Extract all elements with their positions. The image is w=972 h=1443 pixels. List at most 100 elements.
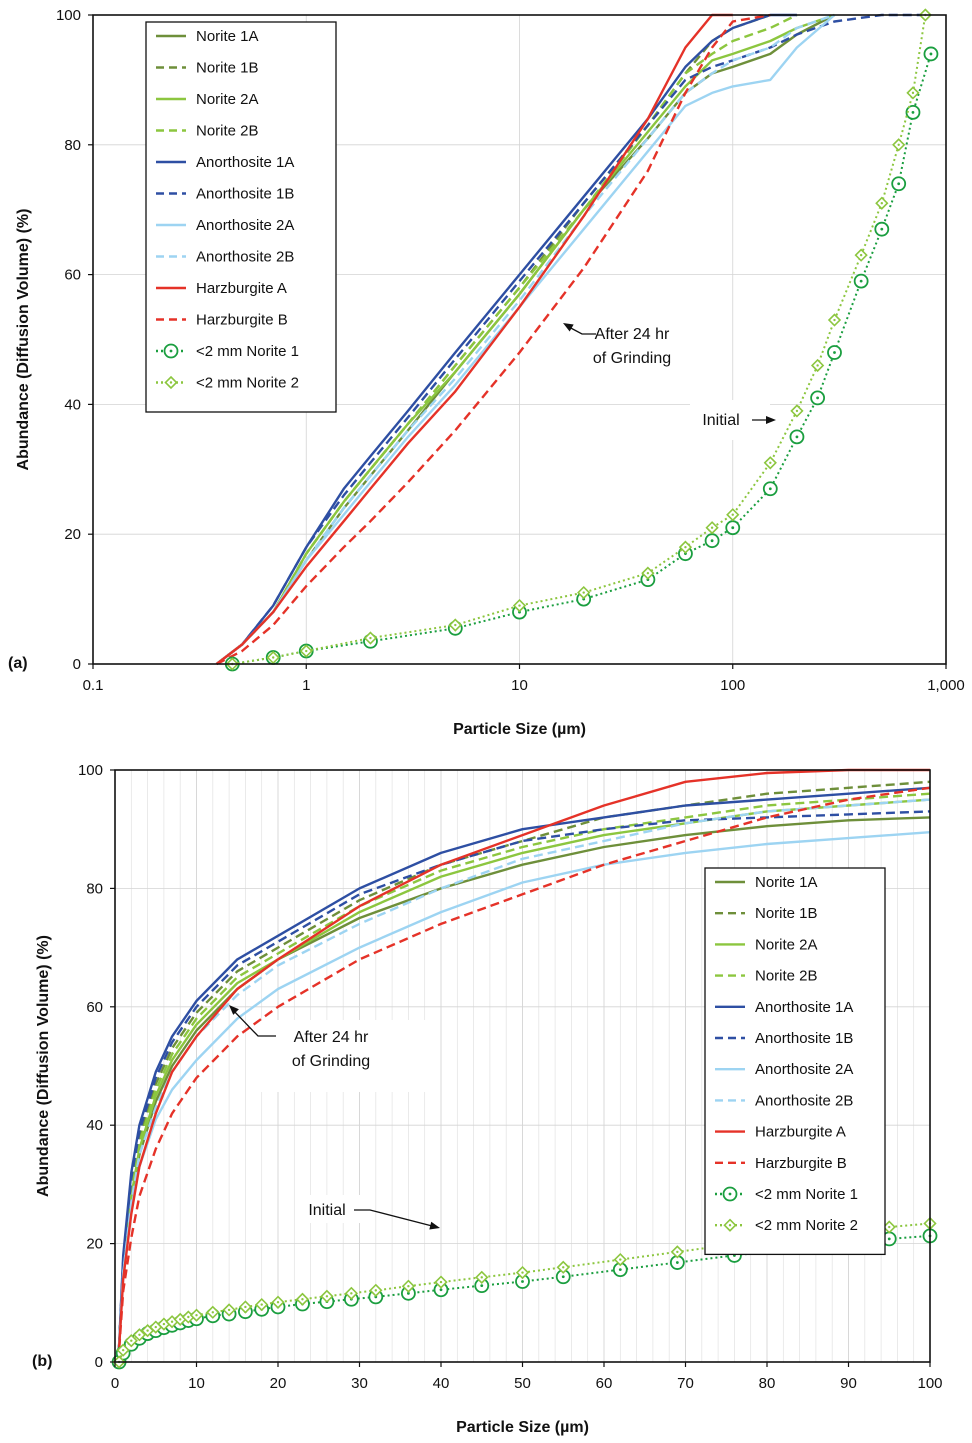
data-point-center bbox=[146, 1329, 149, 1332]
data-point-center bbox=[816, 364, 819, 367]
legend-box bbox=[145, 21, 337, 413]
x-tick-label: 0 bbox=[111, 1375, 119, 1392]
series-line-9 bbox=[215, 13, 733, 665]
data-point-center bbox=[816, 396, 820, 400]
annotation-arrowhead bbox=[563, 323, 574, 332]
data-point-center bbox=[305, 649, 308, 653]
data-point-center bbox=[170, 1320, 174, 1323]
data-point-center bbox=[154, 1325, 157, 1329]
data-point-center bbox=[276, 1301, 280, 1304]
x-tick-label: 70 bbox=[677, 1375, 694, 1392]
legend-label: Norite 2A bbox=[755, 936, 818, 953]
data-point-center bbox=[480, 1284, 484, 1288]
data-point-center bbox=[244, 1305, 247, 1309]
legend-label: Anorthosite 2B bbox=[755, 1092, 853, 1109]
data-point-center bbox=[439, 1280, 443, 1284]
y-tick-label: 80 bbox=[64, 137, 81, 154]
panel-a: 0 20 40 60 80 100 0.1 1 10 100 1,000 Particle Size … bbox=[8, 7, 965, 738]
annotation-text: After 24 hr bbox=[294, 1029, 369, 1046]
data-point-center bbox=[227, 1308, 231, 1312]
data-point-center bbox=[833, 318, 836, 322]
data-point-center bbox=[480, 1276, 483, 1279]
legend-label: Norite 2A bbox=[196, 91, 259, 108]
y-tick-label: 0 bbox=[95, 1354, 103, 1371]
x-tick-label: 100 bbox=[917, 1375, 942, 1392]
data-point-center bbox=[731, 526, 735, 530]
annotation-leader bbox=[354, 1209, 437, 1228]
legend-label: Anorthosite 1A bbox=[755, 999, 853, 1016]
series-line-10 bbox=[216, 13, 771, 666]
legend-marker-center bbox=[728, 1224, 732, 1227]
y-tick-label: 80 bbox=[86, 880, 103, 897]
annotation-background bbox=[557, 320, 727, 378]
data-point-center bbox=[454, 623, 457, 627]
legend-label: Anorthosite 2B bbox=[196, 249, 294, 266]
data-point-center bbox=[859, 253, 863, 257]
x-tick-label: 10 bbox=[511, 677, 528, 694]
legend-label: Harzburgite B bbox=[755, 1155, 847, 1172]
data-point-center bbox=[646, 571, 650, 575]
series-line-12 bbox=[232, 14, 927, 665]
series-line-4 bbox=[215, 13, 798, 665]
legend-label: Norite 1A bbox=[755, 874, 818, 891]
y-tick-label: 100 bbox=[56, 7, 81, 24]
legend-marker-center bbox=[169, 381, 173, 384]
data-point-center bbox=[880, 227, 884, 231]
panel-label: (b) bbox=[32, 1353, 52, 1370]
data-point-center bbox=[162, 1322, 166, 1326]
y-tick-label: 20 bbox=[64, 526, 81, 543]
annotation-arrowhead bbox=[229, 1005, 239, 1015]
data-point-center bbox=[618, 1268, 622, 1272]
legend-label: <2 mm Norite 2 bbox=[196, 375, 299, 392]
legend-label: Norite 1B bbox=[755, 905, 818, 922]
data-point-center bbox=[407, 1285, 410, 1288]
panel-label: (a) bbox=[8, 655, 28, 672]
x-tick-label: 30 bbox=[351, 1375, 368, 1392]
legend-label: Anorthosite 2A bbox=[196, 217, 294, 234]
series-line-6 bbox=[215, 13, 926, 665]
x-tick-label: 100 bbox=[720, 677, 745, 694]
series-line-8 bbox=[215, 13, 835, 665]
legend-label: <2 mm Norite 1 bbox=[755, 1186, 858, 1203]
data-point-center bbox=[187, 1315, 190, 1319]
y-axis-title: Abundance (Diffusion Volume) (%) bbox=[35, 935, 52, 1197]
y-tick-label: 60 bbox=[64, 267, 81, 284]
x-tick-label: 90 bbox=[840, 1375, 857, 1392]
data-point-center bbox=[195, 1314, 198, 1317]
annotation-arrowhead bbox=[429, 1221, 440, 1230]
annotation-arrowhead bbox=[766, 416, 776, 424]
panel-b-ticks: 0 20 40 60 80 100 0 10 20 30 40 50 60 70 80 90 100 bbox=[78, 762, 943, 1392]
data-point-center bbox=[684, 545, 687, 549]
y-axis-title: Abundance (Diffusion Volume) (%) bbox=[15, 209, 32, 471]
legend-label: Anorthosite 1A bbox=[196, 154, 294, 171]
x-tick-label: 80 bbox=[759, 1375, 776, 1392]
data-point-center bbox=[272, 656, 275, 659]
data-point-center bbox=[439, 1288, 443, 1292]
data-point-center bbox=[350, 1292, 353, 1295]
data-point-center bbox=[769, 461, 772, 465]
legend-label: Norite 1B bbox=[196, 60, 259, 77]
legend-label: <2 mm Norite 1 bbox=[196, 343, 299, 360]
x-tick-label: 20 bbox=[270, 1375, 287, 1392]
legend-marker-center bbox=[728, 1192, 732, 1196]
panel-b-legend: Norite 1A Norite 1B Norite 2A Norite 2B Anor… bbox=[704, 867, 886, 1256]
series-line-8 bbox=[117, 798, 931, 1363]
legend-label: Norite 1A bbox=[196, 28, 259, 45]
x-tick-label: 40 bbox=[433, 1375, 450, 1392]
data-point-center bbox=[710, 539, 714, 543]
data-point-center bbox=[929, 52, 933, 56]
x-tick-label: 1,000 bbox=[927, 677, 965, 694]
legend-label: Norite 2B bbox=[196, 123, 259, 140]
data-point-center bbox=[260, 1303, 263, 1306]
panel-b-series bbox=[111, 768, 938, 1370]
annotation-leader bbox=[231, 1008, 276, 1037]
legend-marker-center bbox=[169, 349, 173, 353]
x-tick-label: 0.1 bbox=[83, 677, 104, 694]
x-axis-title: Particle Size (µm) bbox=[453, 721, 586, 738]
legend-label: Anorthosite 1B bbox=[196, 186, 294, 203]
legend-label: Anorthosite 2A bbox=[755, 1061, 853, 1078]
annotation-leader bbox=[566, 325, 596, 335]
data-point-center bbox=[887, 1237, 891, 1241]
y-tick-label: 40 bbox=[86, 1117, 103, 1134]
